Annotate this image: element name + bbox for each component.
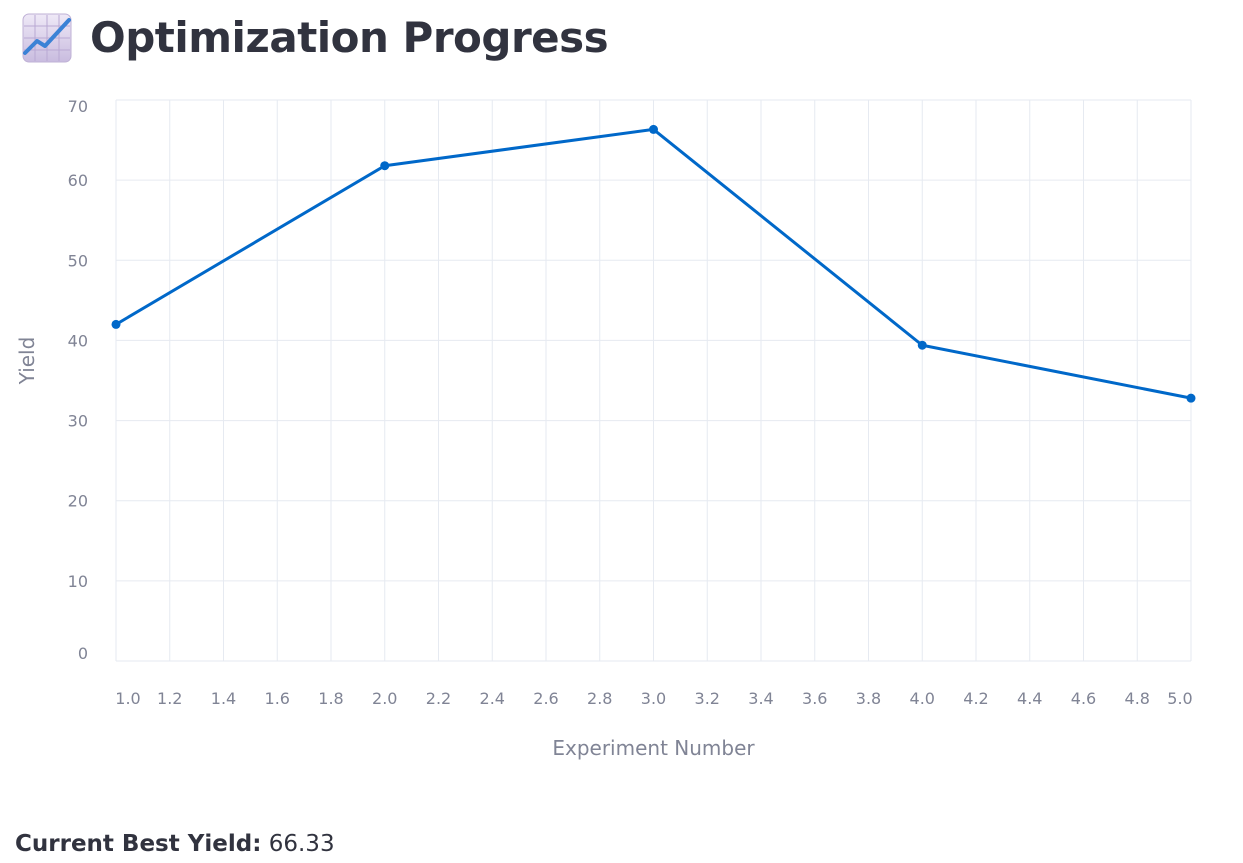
- yield-line-chart: 1.0 1.2 1.4 1.6 1.8 2.0 2.2 2.4 2.6 2.8 3.0 3.2 3.4 3…: [15, 97, 1196, 760]
- x-tick-label: 3.2: [695, 689, 720, 708]
- x-tick-label: 2.4: [480, 689, 505, 708]
- page-title: Optimization Progress: [90, 13, 609, 62]
- axes: 1.0 1.2 1.4 1.6 1.8 2.0 2.2 2.4 2.6 2.8 3.0 3.2 3.4 3…: [68, 97, 1193, 708]
- y-tick-label: 30: [68, 412, 88, 431]
- best-yield-value: 66.33: [268, 831, 335, 857]
- x-tick-label: 2.2: [426, 689, 451, 708]
- x-tick-label: 2.8: [587, 689, 612, 708]
- x-tick-label: 1.0: [115, 689, 140, 708]
- y-tick-label: 60: [68, 171, 88, 190]
- x-tick-label: 3.0: [641, 689, 666, 708]
- x-tick-label: 2.6: [533, 689, 558, 708]
- best-yield-summary: Current Best Yield: 66.33: [15, 828, 335, 860]
- y-tick-label: 10: [68, 572, 88, 591]
- x-tick-label: 4.8: [1125, 689, 1150, 708]
- x-tick-label: 1.2: [157, 689, 182, 708]
- x-tick-label: 4.4: [1017, 689, 1042, 708]
- y-axis-title: Yield: [15, 337, 39, 386]
- grid: [115, 99, 1192, 662]
- x-tick-label: 1.8: [318, 689, 343, 708]
- series: [111, 124, 1196, 403]
- x-tick-label: 1.6: [265, 689, 290, 708]
- line-chart: 1.0 1.2 1.4 1.6 1.8 2.0 2.2 2.4 2.6 2.8 3.0 3.2 3.4 3…: [0, 80, 1243, 780]
- x-tick-label: 4.6: [1071, 689, 1096, 708]
- x-tick-label: 4.2: [963, 689, 988, 708]
- data-point: [649, 124, 658, 134]
- x-tick-label: 3.4: [748, 689, 773, 708]
- y-tick-label: 0: [78, 644, 88, 663]
- y-tick-label: 50: [68, 251, 88, 270]
- x-tick-label: 5.0: [1167, 689, 1192, 708]
- x-axis-title: Experiment Number: [552, 736, 755, 760]
- x-tick-label: 3.6: [802, 689, 827, 708]
- x-tick-label: 4.0: [910, 689, 935, 708]
- data-point: [380, 161, 390, 171]
- x-tick-label: 3.8: [856, 689, 881, 708]
- chart-increasing-icon: [22, 13, 72, 63]
- page-header: Optimization Progress: [22, 10, 609, 66]
- x-tick-label: 2.0: [372, 689, 397, 708]
- data-point: [917, 340, 927, 350]
- data-point: [1186, 393, 1196, 403]
- y-tick-label: 40: [68, 331, 88, 350]
- x-tick-label: 1.4: [211, 689, 236, 708]
- best-yield-label: Current Best Yield:: [15, 831, 262, 857]
- y-tick-label: 70: [68, 97, 88, 116]
- data-point: [111, 319, 121, 329]
- y-tick-label: 20: [68, 492, 88, 511]
